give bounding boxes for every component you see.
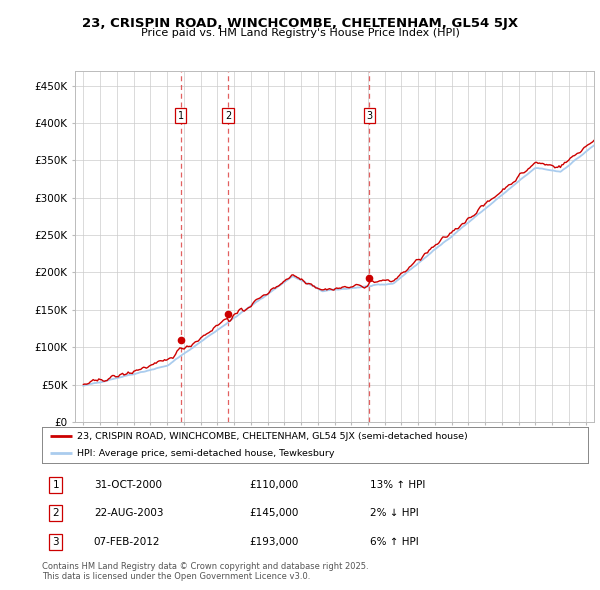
Text: 23, CRISPIN ROAD, WINCHCOMBE, CHELTENHAM, GL54 5JX: 23, CRISPIN ROAD, WINCHCOMBE, CHELTENHAM… [82, 17, 518, 30]
Text: 1: 1 [52, 480, 59, 490]
Text: £110,000: £110,000 [250, 480, 299, 490]
Text: 07-FEB-2012: 07-FEB-2012 [94, 537, 160, 546]
Text: 6% ↑ HPI: 6% ↑ HPI [370, 537, 418, 546]
Text: 22-AUG-2003: 22-AUG-2003 [94, 509, 163, 518]
Text: Price paid vs. HM Land Registry's House Price Index (HPI): Price paid vs. HM Land Registry's House … [140, 28, 460, 38]
Text: Contains HM Land Registry data © Crown copyright and database right 2025.
This d: Contains HM Land Registry data © Crown c… [42, 562, 368, 581]
Text: 2: 2 [52, 509, 59, 518]
Text: 23, CRISPIN ROAD, WINCHCOMBE, CHELTENHAM, GL54 5JX (semi-detached house): 23, CRISPIN ROAD, WINCHCOMBE, CHELTENHAM… [77, 432, 468, 441]
Text: £145,000: £145,000 [250, 509, 299, 518]
Text: 13% ↑ HPI: 13% ↑ HPI [370, 480, 425, 490]
Text: HPI: Average price, semi-detached house, Tewkesbury: HPI: Average price, semi-detached house,… [77, 449, 335, 458]
Text: 2: 2 [225, 110, 231, 120]
Text: 2% ↓ HPI: 2% ↓ HPI [370, 509, 418, 518]
Text: 31-OCT-2000: 31-OCT-2000 [94, 480, 162, 490]
Text: 3: 3 [367, 110, 373, 120]
Text: 3: 3 [52, 537, 59, 546]
Text: £193,000: £193,000 [250, 537, 299, 546]
Text: 1: 1 [178, 110, 184, 120]
